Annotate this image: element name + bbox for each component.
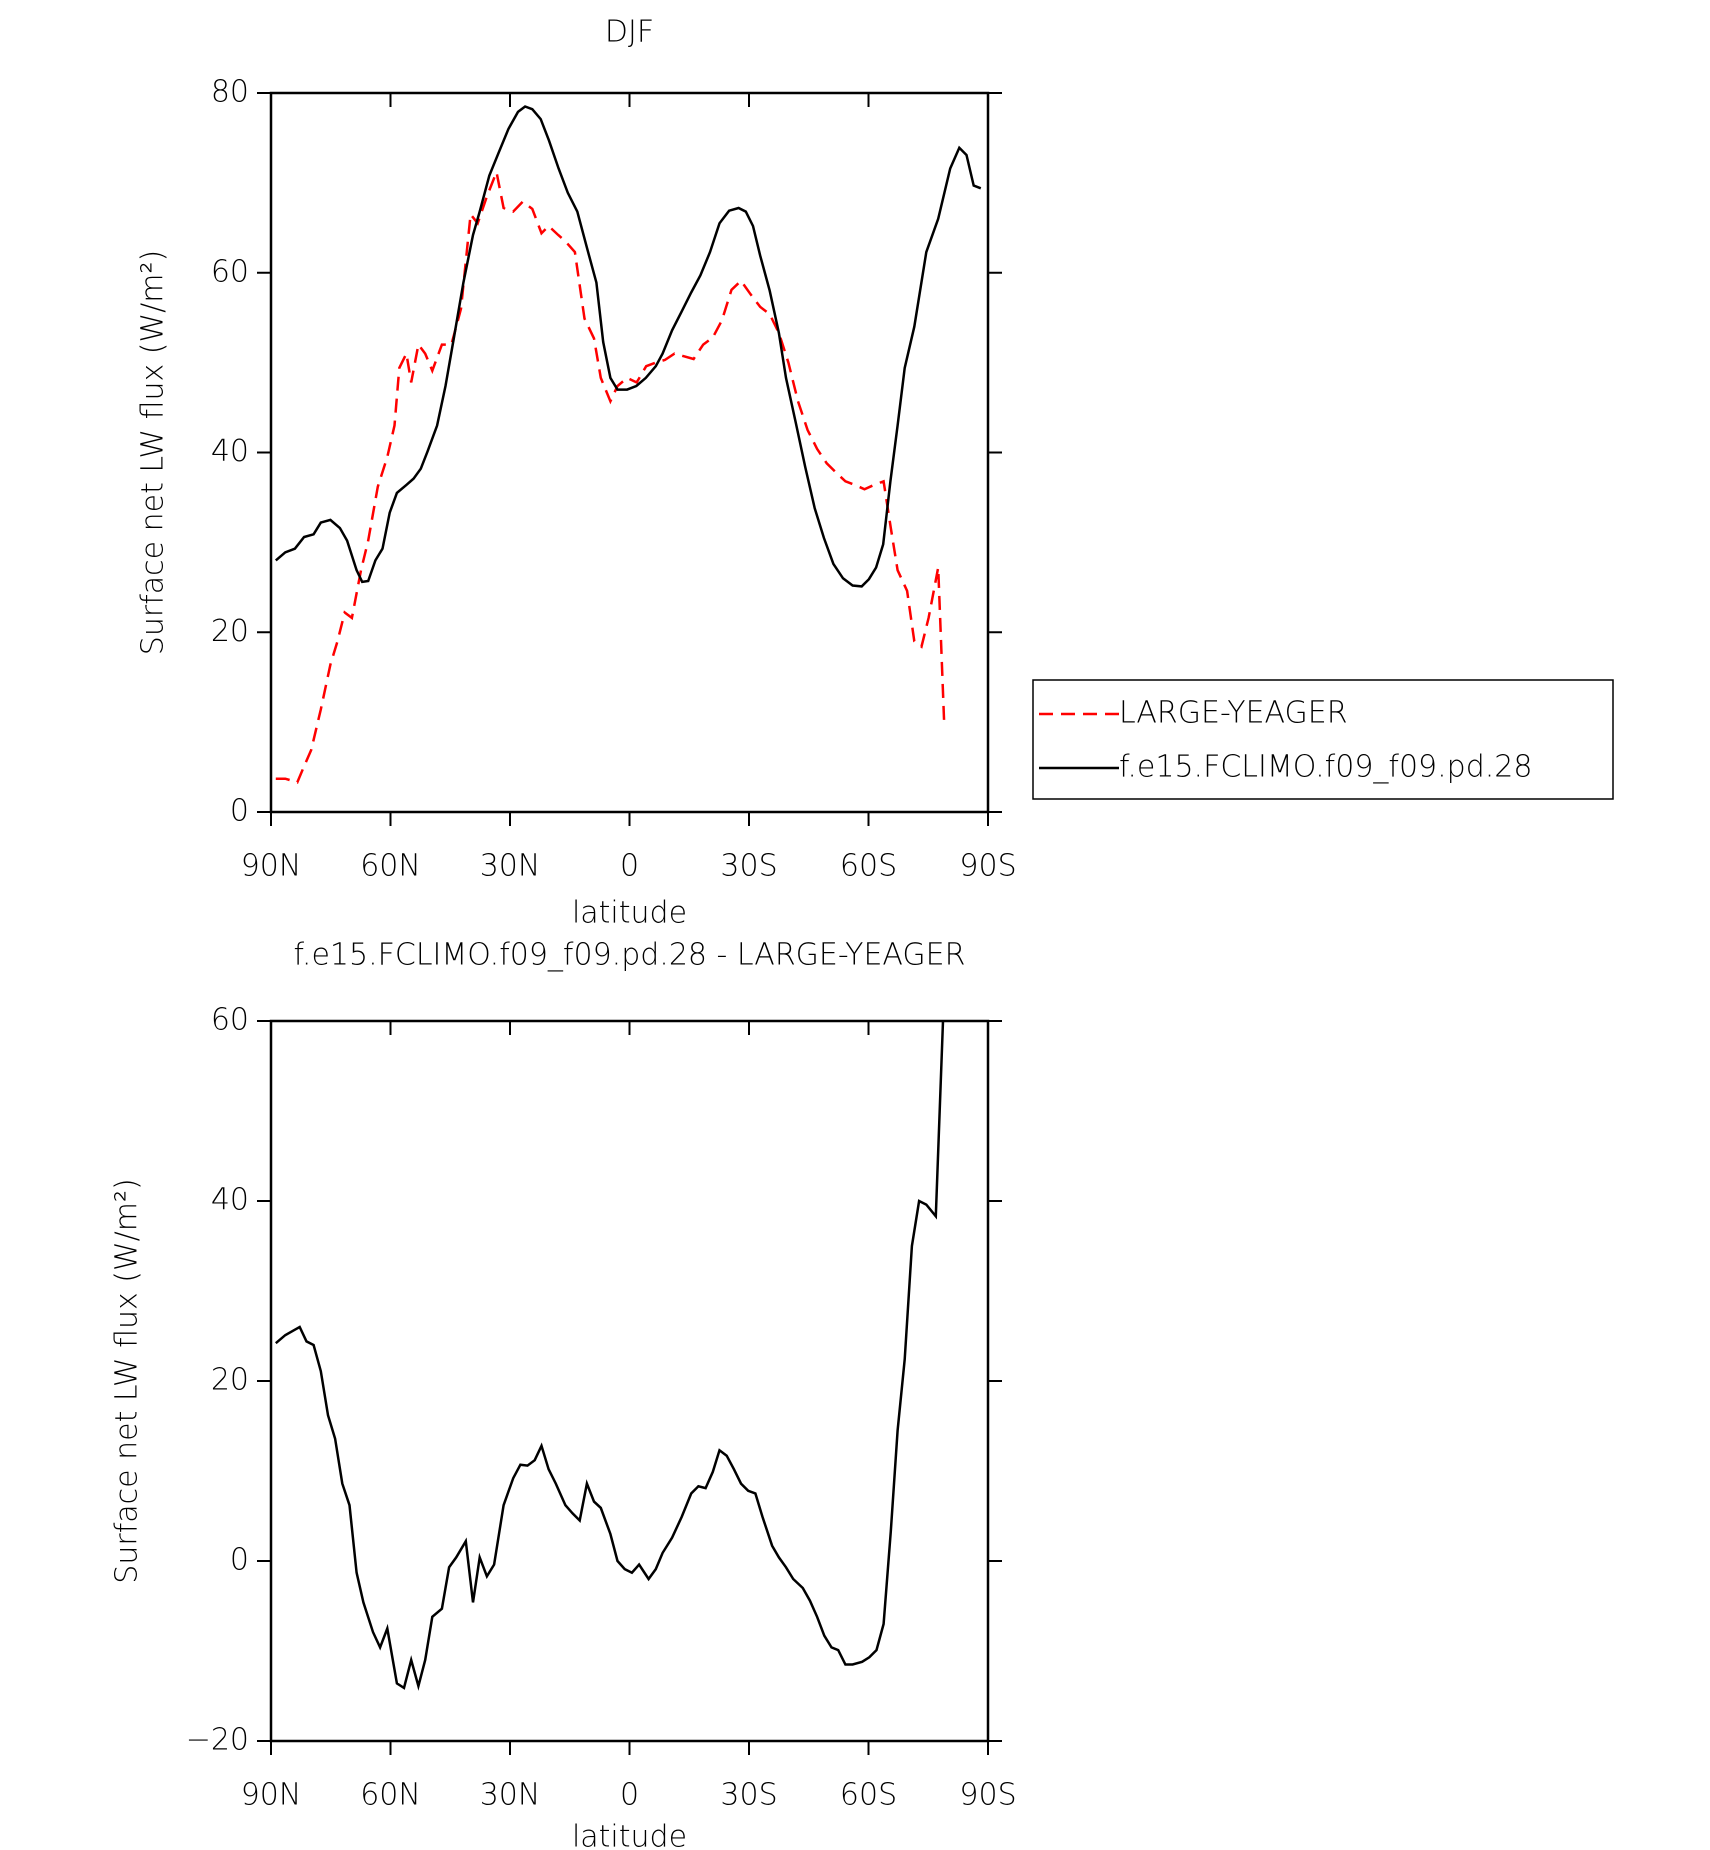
x-tick-label: 90N [241, 849, 302, 884]
y-tick-label: 80 [211, 75, 249, 110]
x-tick-label: 90N [241, 1778, 302, 1813]
y-tick-label: 0 [230, 794, 249, 829]
y-tick-label: 60 [211, 254, 249, 289]
y-axis-label: Surface net LW flux (W/m²) [110, 1178, 145, 1583]
y-tick-label: 20 [211, 1363, 249, 1398]
plot-frame [269, 91, 990, 814]
x-tick-label: 60N [360, 1778, 421, 1813]
x-tick-label: 30N [480, 1778, 541, 1813]
x-tick-label: 0 [620, 849, 639, 884]
legend-label: f.e15.FCLIMO.f09_f09.pd.28 [1119, 750, 1532, 785]
x-tick-label: 30S [720, 849, 777, 884]
data-line [275, 167, 946, 784]
chart-title: DJF [605, 15, 654, 50]
x-tick-label: 90S [959, 1778, 1016, 1813]
y-tick-label: 40 [211, 434, 249, 469]
legend-label: LARGE-YEAGER [1119, 696, 1348, 731]
data-line [274, 1020, 945, 1691]
y-tick-label: 40 [211, 1183, 249, 1218]
y-tick-label: −20 [186, 1723, 249, 1758]
x-axis-label: latitude [572, 896, 687, 931]
x-tick-label: 60S [840, 849, 897, 884]
x-tick-label: 0 [620, 1778, 639, 1813]
data-line [274, 105, 982, 588]
x-tick-label: 30N [480, 849, 541, 884]
x-tick-label: 90S [959, 849, 1016, 884]
x-tick-label: 60S [840, 1778, 897, 1813]
y-axis-label: Surface net LW flux (W/m²) [136, 250, 171, 655]
chart-title: f.e15.FCLIMO.f09_f09.pd.28 - LARGE-YEAGE… [294, 938, 966, 973]
y-tick-label: 20 [211, 614, 249, 649]
plot-frame [269, 1019, 990, 1743]
y-tick-label: 60 [211, 1003, 249, 1038]
x-axis-label: latitude [572, 1820, 687, 1850]
y-tick-label: 0 [230, 1543, 249, 1578]
x-tick-label: 60N [360, 849, 421, 884]
x-tick-label: 30S [720, 1778, 777, 1813]
legend-box [1032, 679, 1614, 800]
